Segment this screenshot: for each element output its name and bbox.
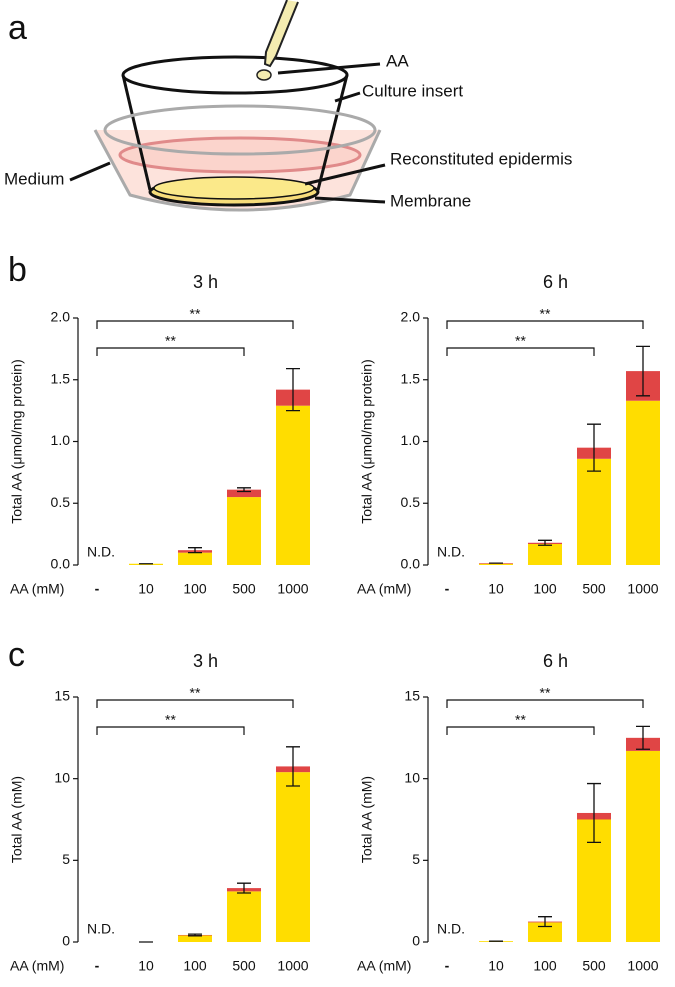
error-bar (237, 488, 251, 492)
y-tick-label: 2.0 (51, 309, 71, 325)
y-axis-label: Total AA (mM) (9, 776, 25, 863)
chart-title: 3 h (193, 651, 218, 671)
y-tick-label: 1.5 (401, 370, 421, 386)
x-tick-label: 1000 (627, 958, 658, 974)
diagram-label: Culture insert (362, 81, 463, 100)
bar (528, 544, 562, 565)
x-tick-label: 10 (488, 581, 504, 597)
significance-bracket (447, 727, 594, 735)
annotation: N.D. (87, 544, 115, 560)
significance-bracket (447, 321, 643, 329)
x-tick-label: 500 (232, 581, 256, 597)
x-tick-label: - (95, 581, 100, 597)
bar (276, 772, 310, 942)
x-tick-label: 1000 (627, 581, 658, 597)
panel-label: b (8, 251, 27, 289)
bar (276, 406, 310, 565)
x-axis-label: AA (mM) (10, 581, 64, 597)
y-tick-label: 5 (62, 851, 70, 867)
x-axis-label: AA (mM) (357, 958, 411, 974)
x-tick-label: 500 (232, 958, 256, 974)
x-axis-label: AA (mM) (357, 581, 411, 597)
bar (178, 935, 212, 942)
annotation: N.D. (437, 921, 465, 937)
x-tick-label: - (445, 581, 450, 597)
significance-bracket (97, 700, 293, 708)
y-tick-label: 15 (404, 688, 420, 704)
diagram-label: Medium (4, 169, 64, 188)
x-tick-label: - (445, 958, 450, 974)
panel-label: c (8, 636, 25, 674)
y-axis-label: Total AA (μmol/mg protein) (9, 359, 25, 523)
significance-bracket (447, 348, 594, 356)
y-tick-label: 10 (54, 769, 70, 785)
x-tick-label: 10 (138, 958, 154, 974)
x-tick-label: 100 (183, 581, 207, 597)
epidermis (154, 177, 314, 199)
diagram-label: Membrane (390, 191, 471, 210)
significance-bracket (97, 321, 293, 329)
significance-label: ** (190, 685, 201, 701)
bar (178, 553, 212, 565)
x-tick-label: 500 (582, 581, 606, 597)
annotation: N.D. (87, 921, 115, 937)
y-tick-label: 15 (54, 688, 70, 704)
significance-label: ** (515, 712, 526, 728)
x-tick-label: 500 (582, 958, 606, 974)
diagram (70, 0, 385, 210)
x-tick-label: - (95, 958, 100, 974)
insert-top (123, 57, 347, 93)
annotation: N.D. (437, 544, 465, 560)
bar (479, 564, 513, 565)
y-tick-label: 1.0 (401, 432, 421, 448)
y-tick-label: 10 (404, 769, 420, 785)
y-tick-label: 0.5 (51, 494, 71, 510)
y-tick-label: 1.0 (51, 432, 71, 448)
x-tick-label: 100 (533, 581, 557, 597)
significance-label: ** (515, 333, 526, 349)
diagram-label: AA (386, 51, 409, 70)
significance-bracket (97, 727, 244, 735)
significance-bracket (97, 348, 244, 356)
bar (626, 751, 660, 942)
y-tick-label: 0.0 (401, 556, 421, 572)
x-tick-label: 100 (183, 958, 207, 974)
y-tick-label: 2.0 (401, 309, 421, 325)
x-tick-label: 100 (533, 958, 557, 974)
bar (577, 459, 611, 565)
chart-title: 3 h (193, 272, 218, 292)
x-tick-label: 10 (488, 958, 504, 974)
y-axis-label: Total AA (mM) (359, 776, 375, 863)
y-tick-label: 0 (412, 933, 420, 949)
y-tick-label: 0 (62, 933, 70, 949)
y-tick-label: 0.0 (51, 556, 71, 572)
y-tick-label: 0.5 (401, 494, 421, 510)
bar (227, 497, 261, 565)
y-tick-label: 1.5 (51, 370, 71, 386)
bar (227, 891, 261, 942)
significance-label: ** (540, 306, 551, 322)
panel-label: a (8, 9, 27, 47)
significance-label: ** (165, 333, 176, 349)
bar (626, 401, 660, 565)
x-tick-label: 1000 (277, 958, 308, 974)
droplet (257, 70, 271, 80)
chart-title: 6 h (543, 651, 568, 671)
x-axis-label: AA (mM) (10, 958, 64, 974)
y-axis-label: Total AA (μmol/mg protein) (359, 359, 375, 523)
x-tick-label: 10 (138, 581, 154, 597)
y-tick-label: 5 (412, 851, 420, 867)
significance-label: ** (165, 712, 176, 728)
diagram-label: Reconstituted epidermis (390, 149, 572, 168)
x-tick-label: 1000 (277, 581, 308, 597)
significance-bracket (447, 700, 643, 708)
pipette (265, 0, 298, 66)
significance-label: ** (190, 306, 201, 322)
significance-label: ** (540, 685, 551, 701)
chart-title: 6 h (543, 272, 568, 292)
